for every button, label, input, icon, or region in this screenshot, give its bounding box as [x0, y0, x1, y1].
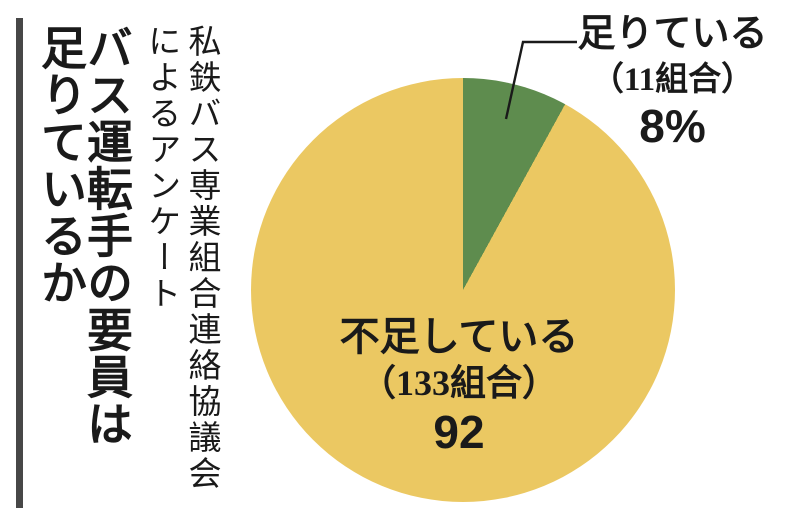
chart-source-line-2: によるアンケート [143, 24, 181, 312]
chart-title: バス運転手の要員は 足りているか [35, 24, 133, 447]
title-accent-bar [16, 18, 23, 508]
slice-shortage-name: 不足している [339, 315, 579, 359]
slice-shortage-value: 92 [433, 405, 485, 458]
chart-title-line-2: 足りているか [35, 24, 87, 306]
chart-title-line-1: バス運転手の要員は [81, 24, 133, 447]
pie-chart [251, 78, 675, 502]
chart-source-line-1: 私鉄バス専業組合連絡協議会 [184, 24, 221, 492]
slice-shortage-count: （133組合） [359, 363, 558, 403]
chart-source-note: 私鉄バス専業組合連絡協議会 によるアンケート [142, 24, 223, 492]
slice-sufficient-count: （11組合） [590, 61, 755, 98]
slice-sufficient-value: 8% [639, 100, 706, 153]
slice-label-shortage: 不足している （133組合） 92 [306, 314, 612, 457]
slice-label-sufficient: 足りている （11組合） 8% [545, 12, 800, 150]
slice-sufficient-name: 足りている [577, 13, 768, 55]
